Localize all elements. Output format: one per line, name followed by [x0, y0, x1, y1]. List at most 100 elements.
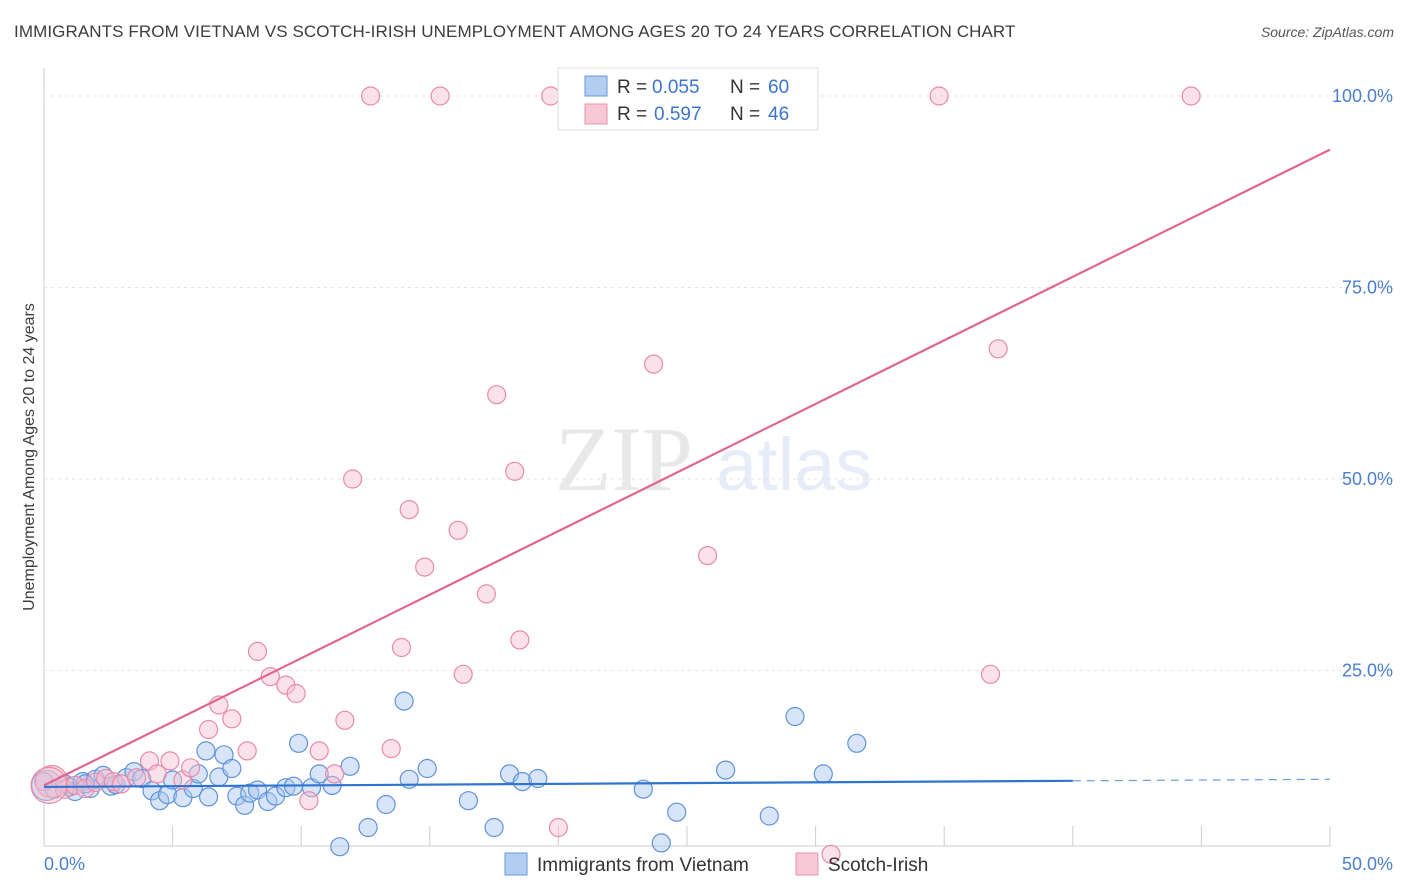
scotch-irish-point	[697, 545, 718, 566]
legend-n-label-2: N =	[730, 104, 760, 125]
vietnam-point	[394, 691, 414, 711]
vietnam-point	[276, 778, 296, 798]
vietnam-point	[512, 771, 533, 792]
watermark: ZIP atlas	[555, 408, 872, 510]
vietnam-point	[715, 760, 736, 780]
scotch-irish-point	[247, 641, 268, 662]
scotch-irish-point	[199, 719, 219, 740]
series-legend: Immigrants from Vietnam Scotch-Irish	[504, 852, 928, 876]
scotch-irish-point	[127, 768, 147, 788]
vietnam-point	[847, 733, 867, 753]
vietnam-point	[484, 817, 504, 838]
series-vietnam-points	[30, 691, 867, 857]
y-tick-label-100: 100.0%	[1332, 86, 1393, 106]
trendline-scotch-irish	[43, 148, 1331, 787]
vietnam-point	[222, 758, 242, 779]
vietnam-point	[106, 774, 126, 795]
scotch-irish-point	[30, 766, 68, 805]
vietnam-point	[196, 741, 216, 761]
chart-title: IMMIGRANTS FROM VIETNAM VS SCOTCH-IRISH …	[14, 22, 1016, 41]
vietnam-point	[785, 706, 805, 727]
scotch-irish-point	[430, 86, 450, 106]
scotch-irish-point	[391, 637, 412, 658]
correlation-legend: R = 0.055 N = 60 R = 0.597 N = 46	[557, 67, 819, 131]
scotch-irish-point	[237, 741, 257, 761]
y-axis-label: Unemployment Among Ages 20 to 24 years	[21, 303, 38, 611]
legend-swatch-vietnam	[584, 75, 608, 97]
scotch-irish-point	[147, 764, 167, 784]
vietnam-point	[358, 817, 378, 838]
vietnam-point	[309, 764, 329, 784]
scotch-irish-point	[929, 86, 949, 106]
scotch-irish-point	[510, 630, 530, 650]
legend-r-value-1: 0.055	[652, 77, 700, 98]
bottom-legend-label-vietnam: Immigrants from Vietnam	[537, 855, 749, 876]
scotch-irish-point	[643, 354, 664, 374]
y-tick-label-25: 25.0%	[1342, 661, 1393, 681]
vietnam-point	[289, 733, 309, 753]
scotch-irish-point	[476, 584, 496, 604]
vietnam-point	[813, 764, 833, 784]
scotch-irish-point	[548, 817, 569, 838]
vietnam-point	[150, 791, 170, 811]
legend-n-label-1: N =	[730, 77, 760, 98]
vietnam-point	[651, 833, 671, 853]
series-scotch-irish-points	[30, 86, 1201, 864]
scotch-irish-point	[54, 779, 75, 799]
scotch-irish-point	[181, 758, 201, 778]
vietnam-point	[376, 794, 396, 815]
vietnam-point	[458, 791, 478, 811]
bottom-legend-label-scotch-irish: Scotch-Irish	[828, 855, 928, 876]
legend-n-value-2: 46	[768, 104, 789, 125]
watermark-atlas: atlas	[716, 423, 872, 506]
source-attribution: Source: ZipAtlas.com	[1260, 24, 1394, 40]
scotch-irish-point	[325, 764, 345, 784]
scotch-irish-point	[335, 710, 355, 730]
scotch-irish-point	[299, 791, 319, 811]
y-tick-label-75: 75.0%	[1342, 278, 1393, 298]
x-tick-label-max: 50.0%	[1342, 854, 1393, 874]
scotch-irish-point	[415, 557, 435, 577]
scotch-irish-point	[309, 741, 329, 761]
scotch-irish-point	[821, 844, 841, 864]
y-tick-labels: 25.0% 50.0% 75.0% 100.0%	[1332, 86, 1393, 681]
scotch-irish-point	[980, 664, 1001, 684]
trend-lines	[43, 148, 1331, 789]
trendline-vietnam-extension	[1072, 778, 1331, 782]
bottom-legend-swatch-scotch-irish	[795, 852, 819, 876]
vietnam-point	[199, 787, 219, 807]
trendline-vietnam	[43, 779, 1073, 789]
scotch-irish-point	[988, 339, 1008, 359]
scotch-irish-point	[399, 500, 419, 520]
watermark-zip: ZIP	[555, 408, 693, 510]
vietnam-point	[235, 795, 255, 815]
vietnam-point	[633, 779, 653, 799]
gridlines	[44, 95, 1392, 671]
x-tick-label-min: 0.0%	[44, 854, 85, 874]
scotch-irish-point	[286, 683, 306, 704]
vietnam-point	[667, 802, 687, 822]
legend-swatch-scotch-irish	[584, 103, 608, 125]
vietnam-point	[759, 806, 779, 826]
scotch-irish-point	[487, 385, 507, 405]
vietnam-point	[330, 837, 350, 857]
vietnam-point	[417, 758, 437, 779]
scotch-irish-point	[361, 86, 381, 106]
vietnam-point	[340, 756, 360, 776]
scotch-irish-point	[75, 778, 95, 799]
vietnam-point	[240, 783, 260, 803]
x-tick-marks	[43, 826, 1331, 846]
scotch-irish-point	[1181, 86, 1201, 106]
scotch-irish-point	[448, 520, 468, 540]
vietnam-point	[132, 768, 152, 789]
scotch-irish-point	[343, 469, 363, 489]
legend-r-label-1: R =	[617, 77, 647, 98]
bottom-legend-swatch-vietnam	[504, 852, 528, 876]
scotch-irish-point	[160, 751, 180, 771]
scotch-irish-point	[222, 709, 242, 729]
scotch-irish-point	[541, 86, 561, 106]
legend-n-value-1: 60	[768, 77, 789, 98]
scotch-irish-point	[453, 664, 473, 684]
y-tick-label-50: 50.0%	[1342, 469, 1393, 489]
legend-r-label-2: R =	[617, 104, 647, 125]
